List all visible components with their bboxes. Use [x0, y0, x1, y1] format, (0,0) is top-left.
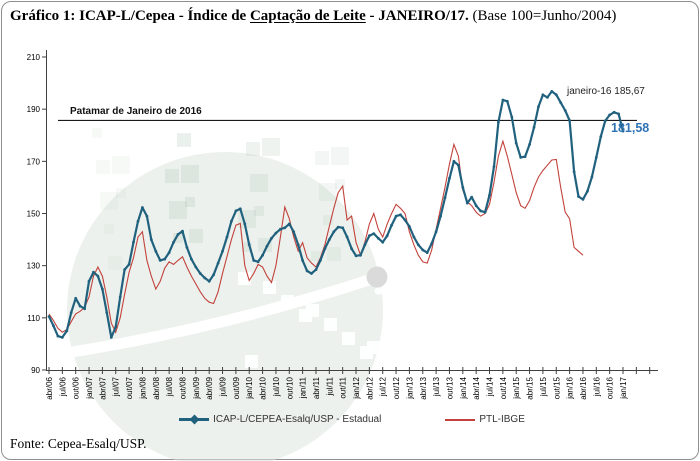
annotation-last-value: 181,58: [611, 121, 650, 135]
x-tick-label: jul/09: [219, 376, 228, 397]
watermark-circle: [67, 152, 383, 461]
x-tick-label: abr/08: [152, 376, 161, 399]
x-tick-label: jan/14: [459, 376, 468, 399]
icap-line: [48, 90, 625, 339]
x-tick-label: jan/17: [619, 376, 628, 399]
icap-line-swatch: [179, 414, 210, 425]
x-tick-label: jan/09: [192, 376, 201, 399]
x-tick-label: out/12: [392, 376, 401, 399]
title-part2: - JANEIRO/17.: [365, 8, 469, 24]
x-tick-label: abr/07: [98, 376, 107, 399]
x-tick-label: abr/15: [526, 376, 535, 399]
title-underlined: Captação de Leite: [249, 8, 366, 24]
y-tick-label: 210: [27, 53, 41, 62]
y-tick-label: 170: [27, 157, 41, 166]
x-tick-label: abr/14: [472, 376, 481, 399]
y-tick-label: 190: [27, 105, 41, 114]
x-tick-label: jul/10: [272, 376, 281, 397]
x-tick-label: abr/12: [365, 376, 374, 399]
ptl-ibge-line: [48, 139, 584, 334]
x-tick-label: out/07: [125, 376, 134, 399]
ptl-line-swatch: [445, 418, 476, 421]
legend-item-icap: ICAP-L/CEPEA-Esalq/USP - Estadual: [179, 414, 381, 425]
x-tick-label: abr/13: [419, 376, 428, 399]
x-tick-label: jan/07: [85, 376, 94, 399]
x-tick-label: jan/12: [352, 376, 361, 399]
x-tick-label: out/06: [72, 376, 81, 399]
watermark-swoosh: [40, 273, 378, 362]
annotation-janeiro16: janeiro-16 185,67: [567, 86, 645, 97]
x-tick-label: jul/07: [112, 376, 121, 397]
x-tick-label: jul/13: [432, 376, 441, 397]
x-tick-label: jul/15: [539, 376, 548, 397]
x-tick-label: out/09: [232, 376, 241, 399]
y-tick-label: 130: [27, 262, 41, 271]
x-tick-label: jul/08: [165, 376, 174, 397]
x-tick-label: out/14: [499, 376, 508, 399]
chart-title: Gráfico 1: ICAP-L/Cepea - Índice de Capt…: [10, 6, 688, 26]
x-tick-label: abr/06: [45, 376, 54, 399]
x-tick-label: jan/13: [405, 376, 414, 399]
reference-line-label: Patamar de Janeiro de 2016: [70, 106, 202, 117]
icap-markers: [47, 90, 625, 339]
legend-label-ptl: PTL-IBGE: [479, 414, 525, 425]
watermark-logo: [40, 128, 660, 461]
icap-marker-icon: [189, 414, 200, 425]
x-tick-label: jan/16: [566, 376, 575, 399]
x-tick-label: abr/10: [259, 376, 268, 399]
x-tick-label: abr/16: [579, 376, 588, 399]
x-tick-label: jan/08: [138, 376, 147, 399]
source-note: Fonte: Cepea-Esalq/USP.: [10, 436, 147, 451]
x-tick-label: abr/11: [312, 376, 321, 399]
x-tick-label: out/16: [606, 376, 615, 399]
x-tick-label: out/08: [178, 376, 187, 399]
title-part1: Gráfico 1: ICAP-L/Cepea - Índice de: [10, 8, 250, 24]
x-tick-label: jan/10: [245, 376, 254, 399]
y-tick-label: 110: [27, 314, 40, 323]
legend-item-ptl: PTL-IBGE: [445, 414, 525, 425]
x-tick-label: jan/11: [299, 376, 308, 399]
title-note: (Base 100=Junho/2004): [468, 8, 617, 24]
x-tick-label: abr/09: [205, 376, 214, 399]
x-tick-label: out/13: [445, 376, 454, 399]
x-tick-label: out/15: [552, 376, 561, 399]
x-tick-label: jul/06: [58, 376, 67, 397]
y-tick-label: 150: [27, 210, 41, 219]
x-tick-label: out/10: [285, 376, 294, 399]
legend-label-icap: ICAP-L/CEPEA-Esalq/USP - Estadual: [213, 414, 382, 425]
x-tick-label: jul/16: [592, 376, 601, 397]
y-tick-label: 90: [31, 366, 40, 375]
watermark-dot: [366, 266, 388, 288]
chart-legend: ICAP-L/CEPEA-Esalq/USP - Estadual PTL-IB…: [46, 414, 658, 425]
x-tick-label: out/11: [339, 376, 348, 398]
x-tick-label: jul/14: [486, 376, 495, 397]
x-tick-label: jul/12: [379, 376, 388, 397]
x-tick-label: jul/11: [325, 376, 334, 396]
x-tick-label: jan/15: [512, 376, 521, 399]
